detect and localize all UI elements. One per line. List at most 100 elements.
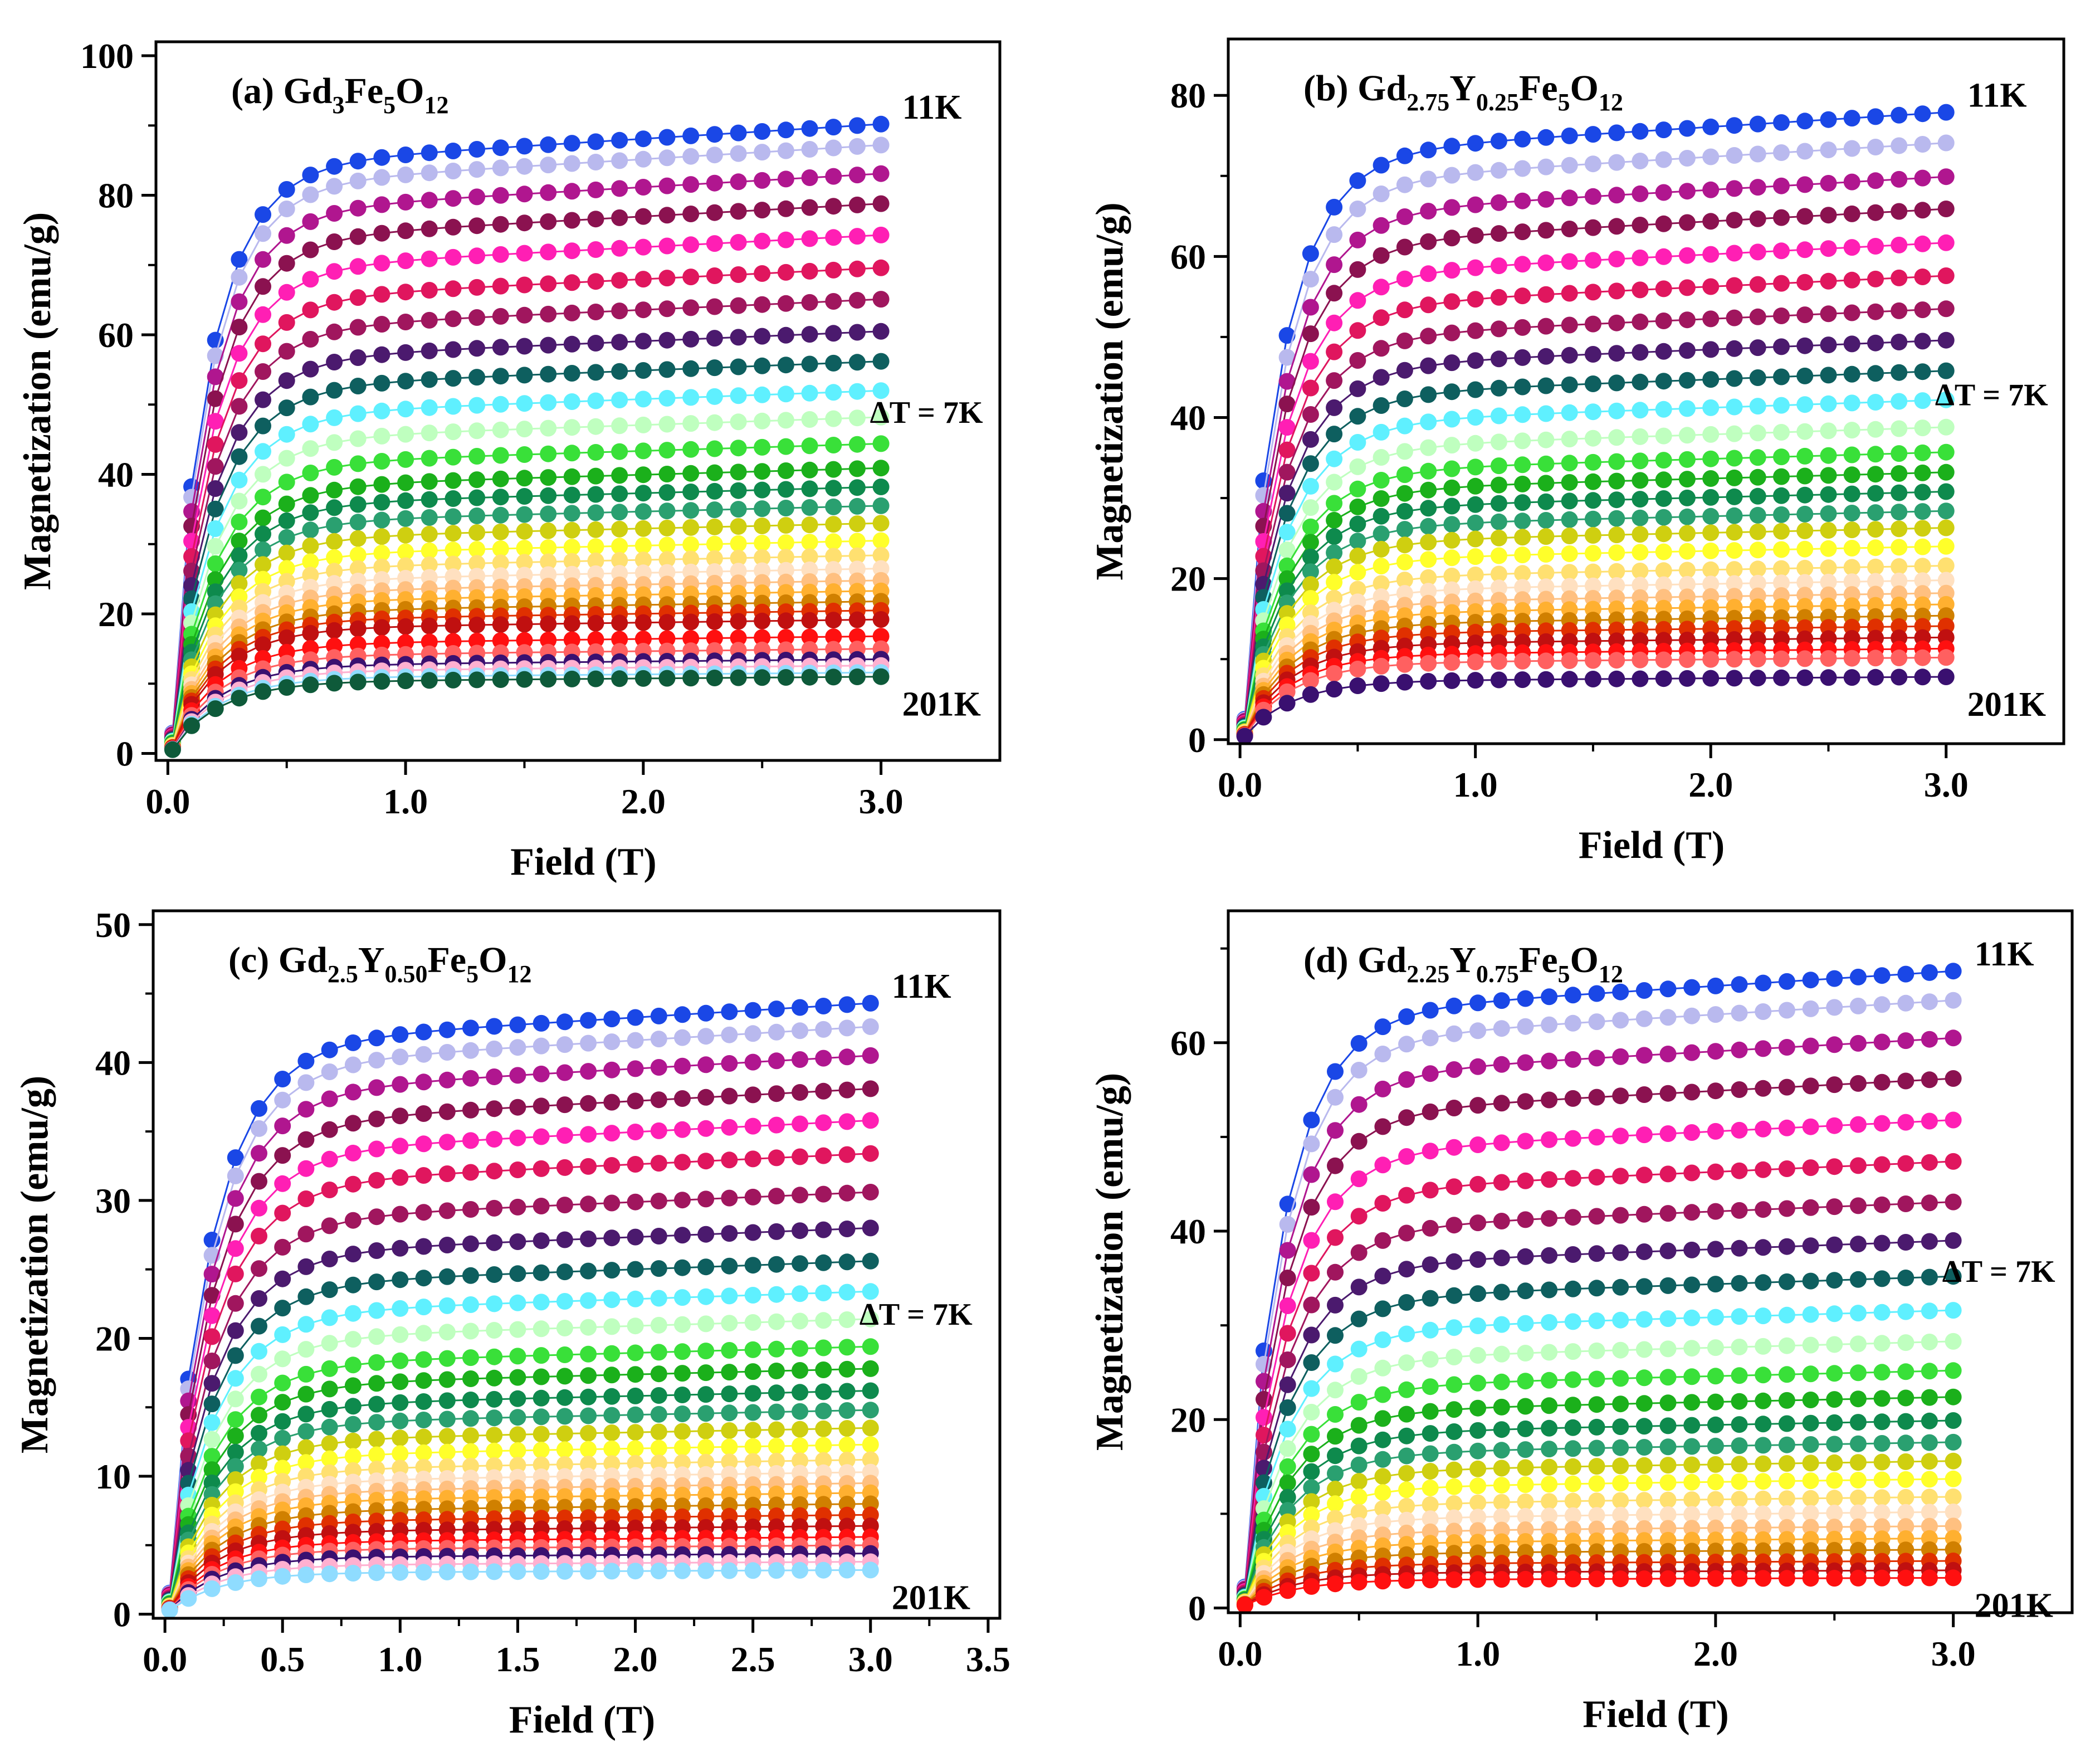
data-point [274,1204,291,1222]
data-point [1937,201,1955,217]
data-point [1683,1340,1701,1357]
data-point [255,509,271,526]
data-point [1678,651,1696,668]
data-point [1443,460,1461,477]
data-point [706,267,723,284]
data-point [587,364,604,381]
data-point [1914,484,1931,501]
data-point [1327,1089,1344,1106]
data-point [1678,451,1696,468]
data-point [492,671,509,688]
data-point [815,1147,832,1164]
data-point [1588,1492,1605,1510]
data-point [1564,1507,1581,1524]
series-14 [1236,483,1955,739]
data-point [730,613,747,630]
data-point [1326,256,1343,274]
data-point [674,1343,691,1360]
data-point [1891,203,1908,220]
data-point [1443,437,1461,454]
data-point [706,550,723,567]
data-point [1443,568,1461,584]
data-point [1635,1395,1653,1412]
data-point [415,1564,432,1581]
series-8 [1236,1232,1962,1604]
data-point [344,1084,362,1101]
data-point [421,542,438,559]
data-point [278,314,295,331]
data-point [730,629,747,646]
data-point [1350,1574,1368,1591]
title-part: Y [1449,68,1476,109]
data-point [627,1228,644,1246]
data-point [462,1322,479,1340]
data-point [231,562,248,579]
data-point [1707,1456,1724,1473]
data-point [1683,1570,1701,1587]
series-2 [1236,992,1962,1597]
y-tick-label: 60 [1170,1023,1206,1063]
data-point [1537,286,1555,303]
data-point [650,1007,667,1024]
data-point [1561,376,1578,393]
data-point [1608,453,1625,470]
data-point [587,504,604,521]
data-point [1326,665,1343,682]
annotation-mid: ΔT = 7K [1942,1255,2055,1289]
data-point [611,417,628,435]
data-point [1897,1032,1915,1050]
data-point [563,539,580,556]
data-point [1420,170,1437,188]
data-point [1443,531,1461,549]
data-point [1514,319,1531,336]
data-point [368,1302,385,1319]
data-point [1635,1311,1653,1328]
data-point [533,1320,550,1338]
data-point [516,306,533,324]
data-point [848,260,866,277]
data-point [563,670,580,687]
data-point [1820,573,1837,590]
data-point [1420,518,1437,535]
data-point [1303,1426,1320,1443]
data-point [415,1135,432,1153]
panel-title: (d) Gd2.25Y0.75Fe5O12 [1303,940,1623,988]
data-point [682,148,700,165]
data-point [1537,129,1555,146]
data-point [1773,468,1790,485]
data-point [1755,1040,1772,1057]
data-point [1303,1326,1320,1344]
data-point [1826,1391,1843,1408]
data-point [492,540,509,557]
data-point [1561,221,1578,237]
data-point [1537,455,1555,472]
data-point [1914,333,1931,350]
data-point [421,342,438,359]
data-point [1588,1089,1605,1106]
data-point [563,565,580,583]
data-point [321,1121,338,1138]
data-point [674,1192,691,1209]
data-point [1921,1268,1938,1286]
data-point [326,458,343,476]
data-point [349,172,367,189]
data-point [1773,397,1790,414]
data-point [1726,450,1743,467]
series-group [164,115,890,758]
data-point [1873,1364,1891,1381]
data-point [1350,1278,1368,1296]
data-point [1802,1159,1819,1177]
data-point [326,409,343,426]
data-point [1278,524,1296,541]
data-point [1796,113,1814,130]
data-point [627,1156,644,1173]
data-point [1514,456,1531,474]
data-point [768,1286,785,1303]
data-point [203,1431,221,1448]
data-point [872,560,890,577]
data-point [1891,420,1908,437]
data-point [445,541,462,559]
data-point [563,212,580,229]
data-point [1374,1484,1391,1501]
data-point [1420,569,1437,586]
